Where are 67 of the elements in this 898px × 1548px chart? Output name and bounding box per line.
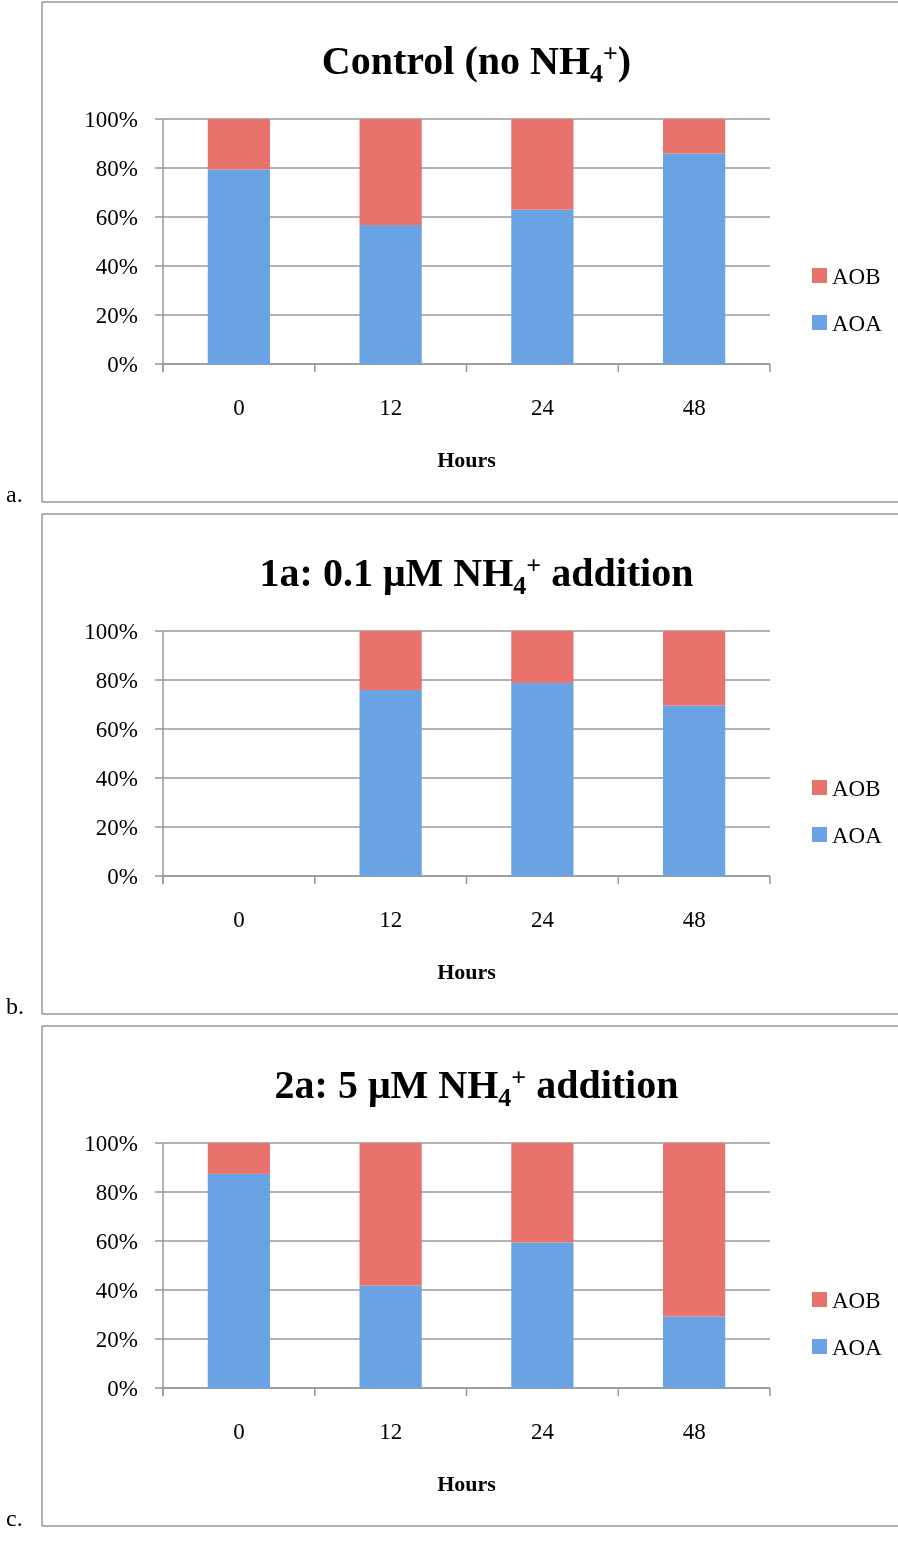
y-tick-label: 80% [95,156,138,181]
bar [511,1242,574,1388]
chart-title: 1a: 0.1 μM NH$_{4}$$^{+}$ addition [259,550,694,600]
bar [663,1143,726,1317]
x-tick-label: 24 [530,395,555,420]
bar [663,705,726,876]
x-tick-label: 0 [233,907,245,932]
bar [359,631,422,691]
bar [207,119,270,170]
legend-label: AOB [832,1288,881,1313]
bar [359,119,422,226]
bar [359,1143,422,1286]
y-tick-label: 40% [95,766,138,791]
y-tick-label: 20% [95,815,138,840]
x-tick-label: 48 [682,395,706,420]
y-tick-label: 100% [84,1131,138,1156]
text: c. [6,1505,23,1531]
y-tick-label: 60% [95,1229,138,1254]
bar [663,1316,726,1388]
x-tick-label: 12 [379,395,403,420]
x-axis-title: Hours [437,447,497,472]
chart-title: 2a: 5 μM NH$_{4}$$^{+}$ addition [274,1062,679,1112]
bar [511,1143,574,1243]
bar [663,631,726,706]
y-tick-label: 40% [95,254,138,279]
bar [511,209,574,364]
x-axis-title: Hours [437,1471,497,1496]
legend-label: AOB [832,264,881,289]
bar [207,1173,270,1388]
legend-label: AOA [832,1335,883,1360]
y-tick-label: 100% [84,619,138,644]
y-tick-label: 0% [107,1376,138,1401]
text: a. [6,481,23,507]
legend-label: AOB [832,776,881,801]
bar [359,225,422,364]
y-tick-label: 0% [107,352,138,377]
bar [663,119,726,154]
bar [207,1143,270,1174]
x-tick-label: 48 [682,1419,706,1444]
chart-title: Control (no NH$_{4}$$^{+}$) [321,38,632,88]
y-tick-label: 20% [95,1327,138,1352]
x-tick-label: 0 [233,1419,245,1444]
bar [359,1285,422,1388]
y-tick-label: 80% [95,1180,138,1205]
text: b. [6,993,24,1019]
bar [511,119,574,210]
y-tick-label: 100% [84,107,138,132]
x-tick-label: 0 [233,395,245,420]
x-tick-label: 24 [530,1419,555,1444]
x-tick-label: 12 [379,1419,403,1444]
bar [511,682,574,876]
bar [511,631,574,683]
y-tick-label: 60% [95,717,138,742]
y-tick-label: 20% [95,303,138,328]
x-tick-label: 24 [530,907,555,932]
y-tick-label: 40% [95,1278,138,1303]
bar [207,169,270,364]
y-tick-label: 60% [95,205,138,230]
legend-label: AOA [832,823,883,848]
legend-label: AOA [832,311,883,336]
x-tick-label: 48 [682,907,706,932]
x-tick-label: 12 [379,907,403,932]
x-axis-title: Hours [437,959,497,984]
y-tick-label: 80% [95,668,138,693]
y-tick-label: 0% [107,864,138,889]
bar [359,690,422,876]
bar [663,153,726,364]
